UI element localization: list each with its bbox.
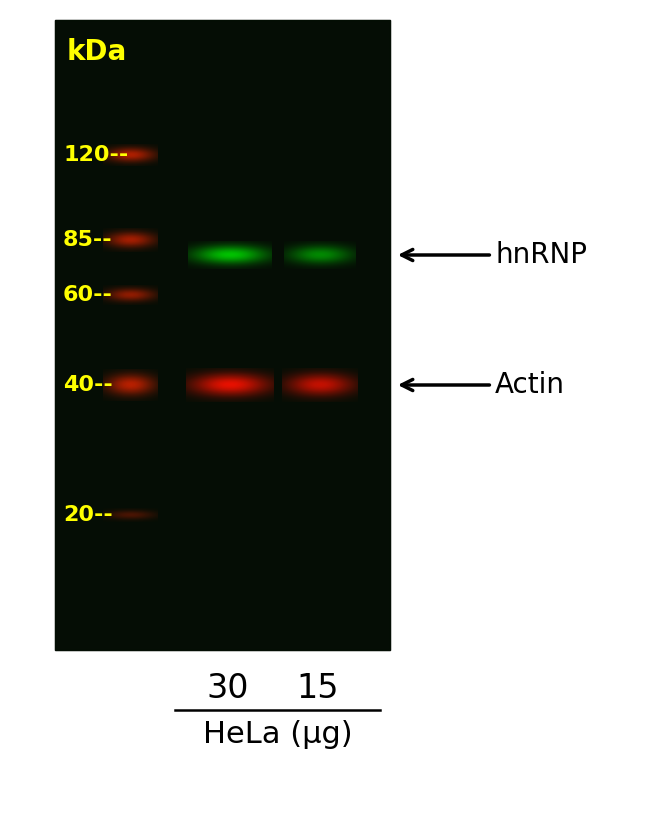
Bar bbox=[55, 20, 390, 650]
Text: HeLa (μg): HeLa (μg) bbox=[203, 720, 352, 749]
Text: 85--: 85-- bbox=[63, 230, 112, 250]
Bar bbox=[55, 20, 390, 650]
Text: 40--: 40-- bbox=[63, 375, 112, 395]
Text: kDa: kDa bbox=[67, 38, 127, 66]
Text: 30: 30 bbox=[207, 672, 249, 705]
Text: 120--: 120-- bbox=[63, 145, 128, 165]
Text: 20--: 20-- bbox=[63, 505, 112, 525]
Text: Actin: Actin bbox=[402, 371, 565, 399]
Text: hnRNP: hnRNP bbox=[402, 241, 587, 269]
Text: 60--: 60-- bbox=[63, 285, 113, 305]
Text: 15: 15 bbox=[297, 672, 339, 705]
